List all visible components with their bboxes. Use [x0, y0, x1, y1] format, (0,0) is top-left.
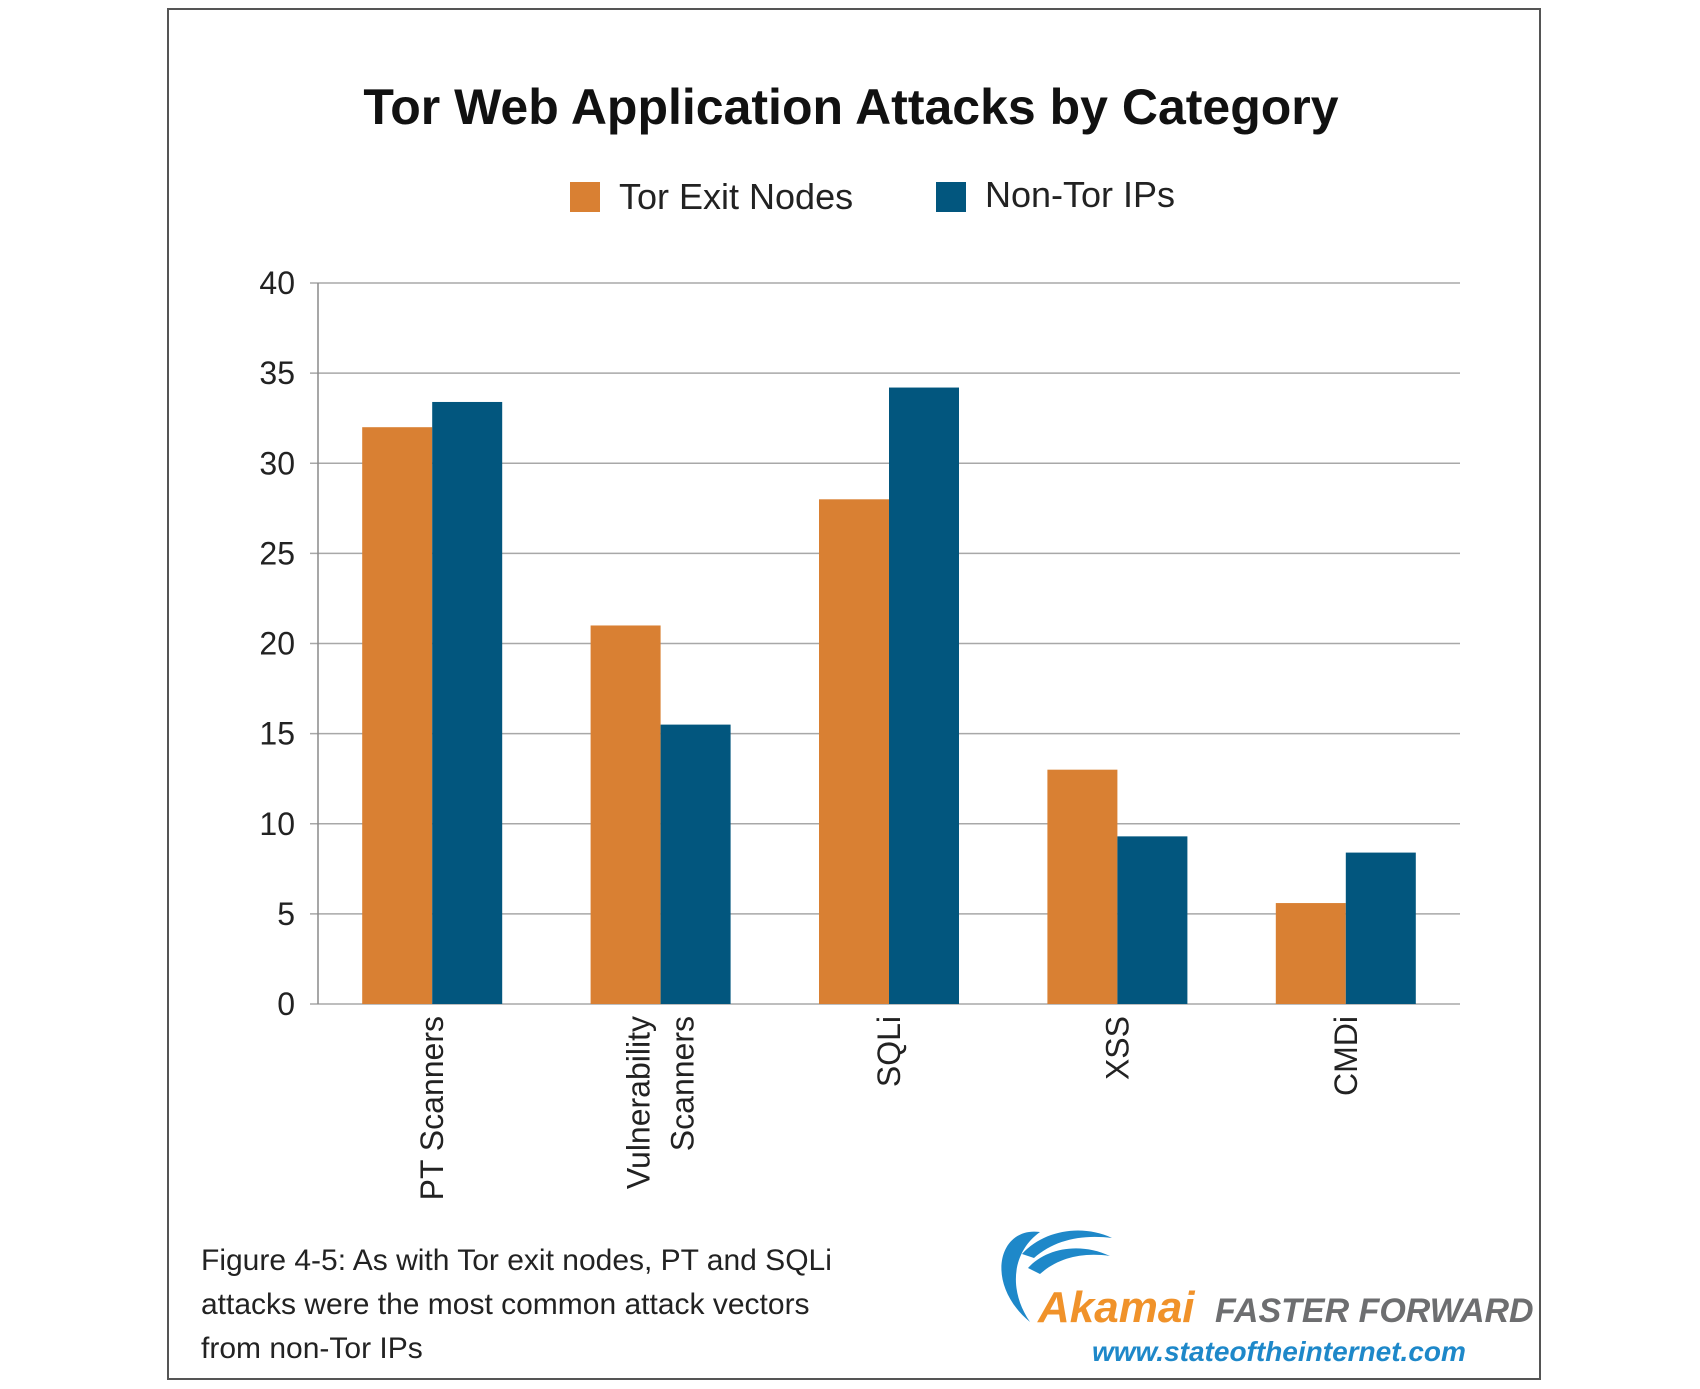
bar-non-tor-ips-pt-scanners [432, 401, 503, 1005]
legend-label-tor-exit-nodes: Tor Exit Nodes [619, 176, 853, 217]
x-axis-categories: PT Scanners Vulnerability Scanners SQLi XSS C… [414, 1016, 1364, 1200]
legend-swatch-non-tor-ips [936, 182, 966, 212]
y-tick-label: 20 [259, 626, 295, 662]
x-category-text: XSS [1099, 1016, 1135, 1080]
caption-line-3: from non-Tor IPs [201, 1332, 423, 1365]
bar-non-tor-ips-sqli [889, 387, 959, 1004]
y-tick-label: 10 [259, 806, 295, 842]
y-tick-label: 25 [259, 535, 295, 571]
akamai-logo: Akamai FASTER FORWARD www.stateoftheinte… [1001, 1230, 1534, 1367]
legend-label-non-tor-ips: Non-Tor IPs [985, 174, 1175, 215]
y-tick-label: 30 [259, 445, 295, 481]
x-category-text: SQLi [871, 1016, 907, 1087]
x-category-label: XSS [1099, 1016, 1135, 1080]
logo-brand: Akamai [1037, 1283, 1195, 1332]
bar-tor-exit-nodes-xss [1047, 769, 1118, 1004]
bar-non-tor-ips-cmdi [1345, 852, 1416, 1004]
y-tick-label: 15 [259, 716, 295, 752]
bar-tor-exit-nodes-sqli [819, 499, 889, 1004]
caption-line-1: Figure 4-5: As with Tor exit nodes, PT a… [201, 1244, 832, 1277]
x-category-text: PT Scanners [414, 1016, 450, 1200]
x-category-text: CMDi [1328, 1016, 1364, 1096]
bar-tor-exit-nodes-cmdi [1275, 903, 1346, 1004]
bars [362, 387, 1416, 1005]
y-tick-label: 40 [259, 265, 295, 301]
bar-non-tor-ips-vulnerability-scanners [660, 724, 731, 1004]
logo-tagline: FASTER FORWARD [1215, 1292, 1534, 1330]
caption-line-2: attacks were the most common attack vect… [201, 1288, 810, 1321]
x-category-label: SQLi [871, 1016, 907, 1087]
y-axis-ticks: 0 5 10 15 20 25 30 35 40 [259, 265, 295, 1022]
x-category-text: Scanners [665, 1016, 701, 1151]
x-category-label: CMDi [1328, 1016, 1364, 1096]
x-category-text: Vulnerability [621, 1016, 657, 1189]
bar-tor-exit-nodes-vulnerability-scanners [590, 625, 661, 1004]
akamai-wave-icon [1001, 1230, 1112, 1322]
y-tick-label: 35 [259, 355, 295, 391]
bar-non-tor-ips-xss [1117, 836, 1188, 1004]
bar-tor-exit-nodes-pt-scanners [362, 427, 433, 1004]
figure-caption: Figure 4-5: As with Tor exit nodes, PT a… [201, 1244, 832, 1365]
x-category-label: Vulnerability Scanners [621, 1016, 701, 1189]
y-tick-label: 5 [277, 896, 295, 932]
chart-title: Tor Web Application Attacks by Category [363, 79, 1338, 135]
x-category-label: PT Scanners [414, 1016, 450, 1200]
legend: Tor Exit Nodes Non-Tor IPs [570, 174, 1175, 217]
legend-swatch-tor-exit-nodes [570, 182, 600, 212]
y-tick-label: 0 [277, 986, 295, 1022]
logo-url: www.stateoftheinternet.com [1092, 1336, 1466, 1367]
